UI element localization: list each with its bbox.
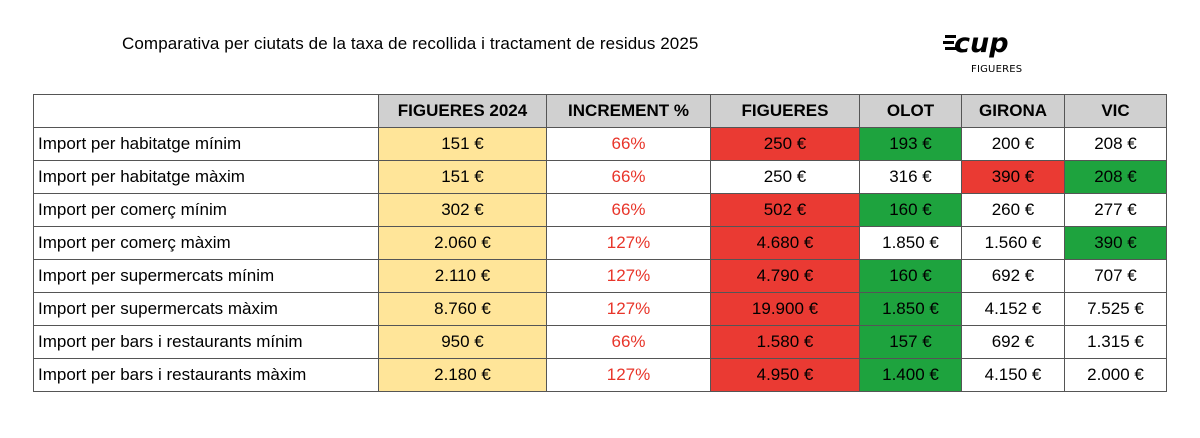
cell-olot: 1.850 € bbox=[859, 226, 962, 260]
cell-olot: 316 € bbox=[859, 160, 962, 194]
cell-olot: 160 € bbox=[859, 259, 962, 293]
cup-logo: cup FIGUERES bbox=[943, 24, 1023, 76]
cell-figueres: 4.680 € bbox=[710, 226, 860, 260]
header-corner bbox=[33, 94, 379, 128]
cell-figueres-2024: 2.060 € bbox=[378, 226, 547, 260]
cell-increment: 66% bbox=[546, 193, 711, 227]
cell-vic: 7.525 € bbox=[1064, 292, 1167, 326]
cell-increment: 127% bbox=[546, 226, 711, 260]
table-row: Import per bars i restaurants màxim 2.180… bbox=[33, 358, 1167, 392]
cell-girona: 260 € bbox=[961, 193, 1065, 227]
cell-increment: 127% bbox=[546, 259, 711, 293]
logo-subtitle: FIGUERES bbox=[971, 64, 1023, 75]
cell-vic: 707 € bbox=[1064, 259, 1167, 293]
cup-logo-mark: cup bbox=[943, 28, 1009, 58]
row-label: Import per supermercats mínim bbox=[33, 259, 379, 293]
cell-figueres-2024: 2.110 € bbox=[378, 259, 547, 293]
header-olot: OLOT bbox=[859, 94, 962, 128]
cell-increment: 66% bbox=[546, 325, 711, 359]
cell-vic: 208 € bbox=[1064, 160, 1167, 194]
row-label: Import per habitatge màxim bbox=[33, 160, 379, 194]
cell-figueres-2024: 302 € bbox=[378, 193, 547, 227]
cell-figueres-2024: 151 € bbox=[378, 127, 547, 161]
cell-increment: 66% bbox=[546, 160, 711, 194]
table-row: Import per bars i restaurants mínim 950 €… bbox=[33, 325, 1167, 359]
logo-wordmark: cup bbox=[954, 28, 1009, 58]
table-row: Import per comerç màxim 2.060 €127% 4.680 … bbox=[33, 226, 1167, 260]
cell-figueres: 1.580 € bbox=[710, 325, 860, 359]
cell-olot: 193 € bbox=[859, 127, 962, 161]
cell-vic: 277 € bbox=[1064, 193, 1167, 227]
cell-figueres: 19.900 € bbox=[710, 292, 860, 326]
cell-vic: 1.315 € bbox=[1064, 325, 1167, 359]
header-girona: GIRONA bbox=[961, 94, 1065, 128]
cell-olot: 160 € bbox=[859, 193, 962, 227]
row-label: Import per supermercats màxim bbox=[33, 292, 379, 326]
page-title: Comparativa per ciutats de la taxa de re… bbox=[122, 34, 699, 53]
cell-figueres-2024: 8.760 € bbox=[378, 292, 547, 326]
cell-olot: 157 € bbox=[859, 325, 962, 359]
header-increment: INCREMENT % bbox=[546, 94, 711, 128]
cell-increment: 127% bbox=[546, 292, 711, 326]
cell-figueres: 4.950 € bbox=[710, 358, 860, 392]
row-label: Import per bars i restaurants màxim bbox=[33, 358, 379, 392]
cell-vic: 390 € bbox=[1064, 226, 1167, 260]
header-figueres-2024: FIGUERES 2024 bbox=[378, 94, 547, 128]
table-row: Import per comerç mínim 302 €66% 502 €160 … bbox=[33, 193, 1167, 227]
cell-increment: 66% bbox=[546, 127, 711, 161]
cell-girona: 4.152 € bbox=[961, 292, 1065, 326]
cell-vic: 208 € bbox=[1064, 127, 1167, 161]
comparison-table: FIGUERES 2024 INCREMENT % FIGUERES OLOT … bbox=[33, 94, 1167, 392]
table-row: Import per habitatge màxim 151 €66% 250 €3… bbox=[33, 160, 1167, 194]
cell-girona: 390 € bbox=[961, 160, 1065, 194]
cell-figueres-2024: 950 € bbox=[378, 325, 547, 359]
cell-vic: 2.000 € bbox=[1064, 358, 1167, 392]
cell-girona: 4.150 € bbox=[961, 358, 1065, 392]
header-figueres: FIGUERES bbox=[710, 94, 860, 128]
cell-figueres: 4.790 € bbox=[710, 259, 860, 293]
cell-figueres-2024: 151 € bbox=[378, 160, 547, 194]
cell-olot: 1.850 € bbox=[859, 292, 962, 326]
cell-girona: 692 € bbox=[961, 259, 1065, 293]
cell-olot: 1.400 € bbox=[859, 358, 962, 392]
row-label: Import per comerç mínim bbox=[33, 193, 379, 227]
table-row: Import per supermercats mínim 2.110 €127%… bbox=[33, 259, 1167, 293]
row-label: Import per bars i restaurants mínim bbox=[33, 325, 379, 359]
cell-girona: 200 € bbox=[961, 127, 1065, 161]
cell-girona: 1.560 € bbox=[961, 226, 1065, 260]
cell-figueres: 502 € bbox=[710, 193, 860, 227]
table-row: Import per supermercats màxim 8.760 €127%… bbox=[33, 292, 1167, 326]
table-row: Import per habitatge mínim 151 €66% 250 €1… bbox=[33, 127, 1167, 161]
table-header-row: FIGUERES 2024 INCREMENT % FIGUERES OLOT … bbox=[33, 94, 1167, 128]
row-label: Import per habitatge mínim bbox=[33, 127, 379, 161]
cell-figueres: 250 € bbox=[710, 160, 860, 194]
header-vic: VIC bbox=[1064, 94, 1167, 128]
cell-figueres: 250 € bbox=[710, 127, 860, 161]
cell-increment: 127% bbox=[546, 358, 711, 392]
row-label: Import per comerç màxim bbox=[33, 226, 379, 260]
cell-girona: 692 € bbox=[961, 325, 1065, 359]
cell-figueres-2024: 2.180 € bbox=[378, 358, 547, 392]
